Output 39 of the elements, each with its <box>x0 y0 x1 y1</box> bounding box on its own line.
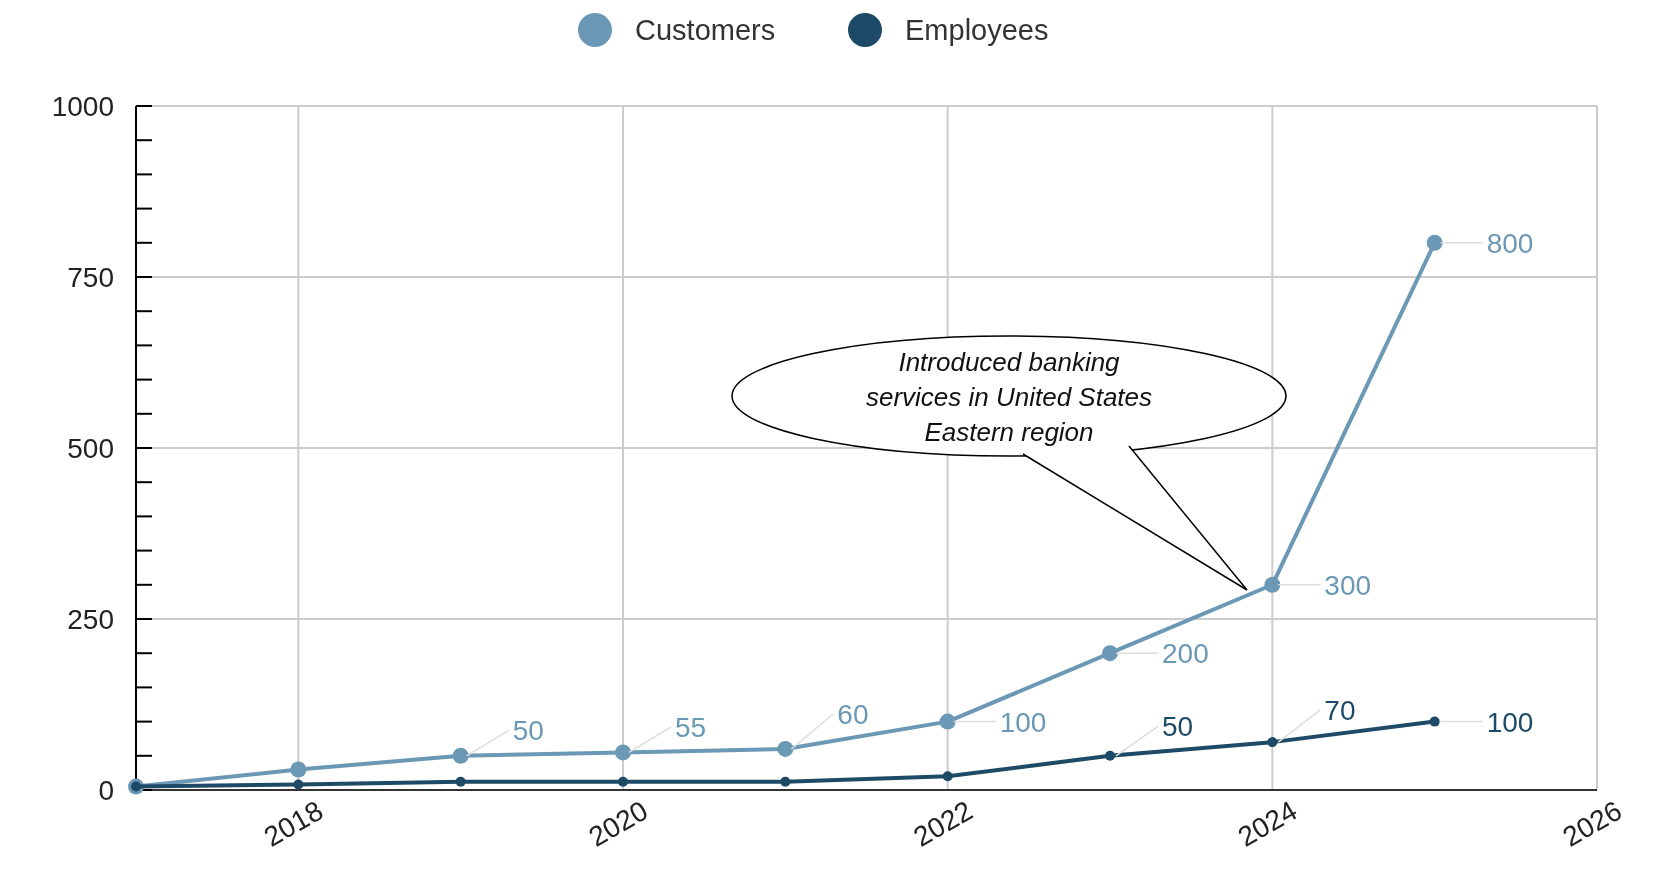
point <box>1102 645 1118 662</box>
data-label: 800 <box>1486 227 1534 259</box>
data-label: 55 <box>675 712 707 744</box>
y-tick-label: 250 <box>67 603 114 635</box>
x-tick-label: 2024 <box>1232 794 1303 853</box>
data-label: 70 <box>1324 694 1356 726</box>
point <box>455 776 466 787</box>
point <box>452 747 469 764</box>
x-tick-label: 2022 <box>908 794 978 853</box>
point <box>1426 234 1443 251</box>
data-label: 50 <box>1162 711 1194 743</box>
x-tick-label: 2020 <box>583 794 653 853</box>
legend-label: Employees <box>905 14 1049 47</box>
data-label: 200 <box>1162 638 1209 670</box>
y-tick-label: 0 <box>98 774 114 806</box>
point <box>290 761 307 778</box>
data-label: 100 <box>1486 706 1534 738</box>
data-label: 50 <box>512 715 544 747</box>
data-label: 60 <box>837 699 869 730</box>
annotation: Introduced banking services in United States Eastern region <box>865 347 1153 448</box>
point <box>1429 716 1440 727</box>
point <box>293 779 304 790</box>
y-tick-label: 750 <box>67 261 114 293</box>
point <box>1267 737 1278 748</box>
point <box>618 776 628 787</box>
point <box>939 713 956 730</box>
data-label: 300 <box>1324 569 1372 601</box>
point <box>1264 576 1281 593</box>
data-label: 100 <box>999 706 1047 738</box>
y-tick-label: 1000 <box>51 90 114 122</box>
point <box>615 744 631 761</box>
legend-label: Customers <box>635 14 776 47</box>
x-tick-label: 2026 <box>1557 794 1627 853</box>
point <box>777 740 794 757</box>
y-tick-label: 500 <box>67 432 114 464</box>
x-tick-label: 2018 <box>258 794 329 853</box>
point <box>1105 750 1115 761</box>
point <box>942 771 953 782</box>
point <box>780 776 791 787</box>
